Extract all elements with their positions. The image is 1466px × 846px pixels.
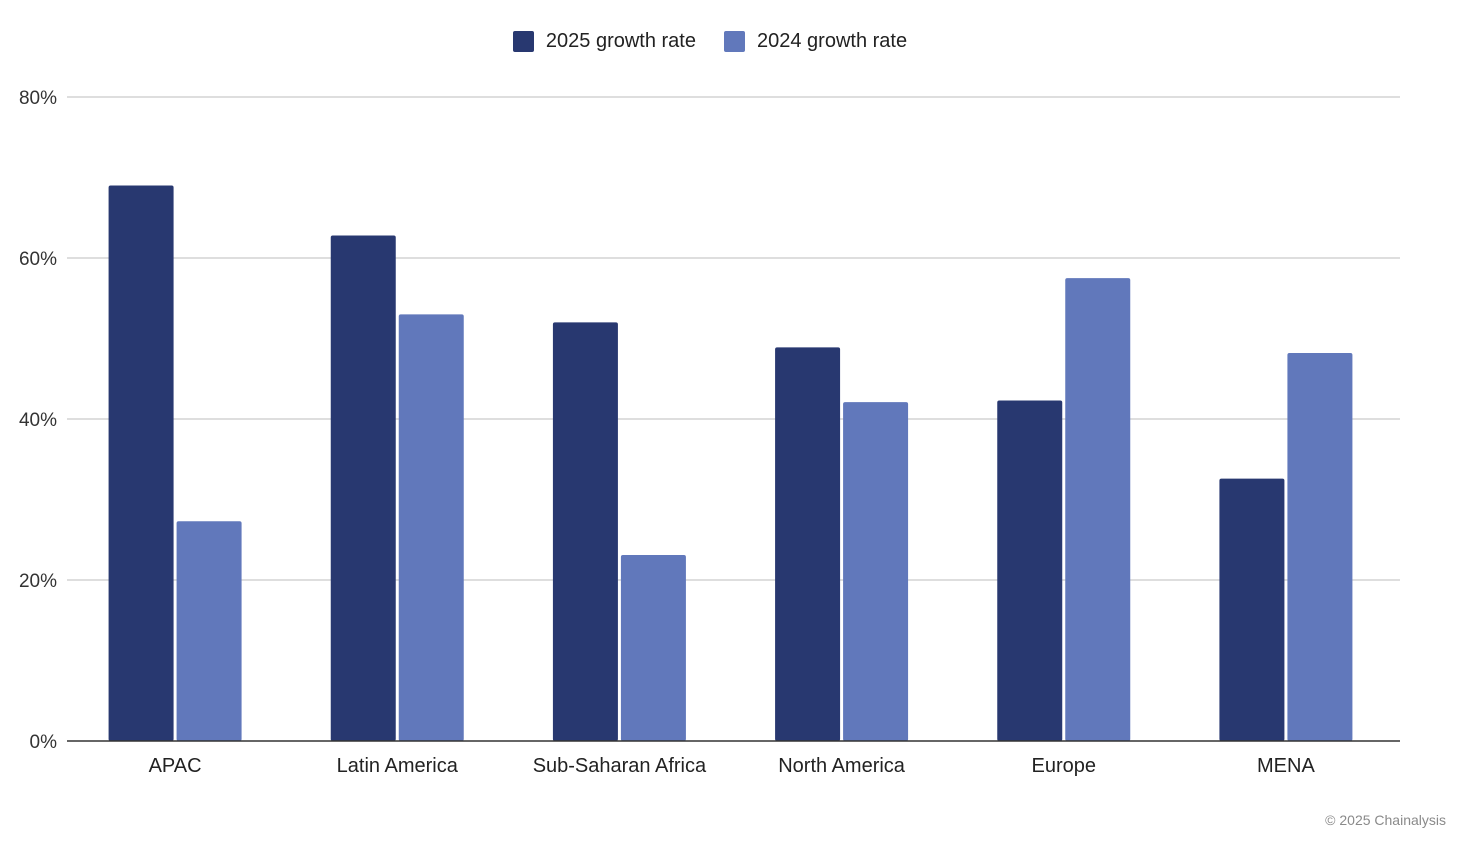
bar xyxy=(1287,352,1353,741)
x-tick-label: Sub-Saharan Africa xyxy=(533,755,707,777)
legend-label-2024: 2024 growth rate xyxy=(757,30,908,52)
legend-swatch-2025 xyxy=(512,31,534,52)
bar xyxy=(552,322,618,741)
bar xyxy=(997,400,1063,741)
y-tick-label: 20% xyxy=(19,571,57,592)
x-tick-label: Latin America xyxy=(337,755,459,777)
bar xyxy=(620,555,686,741)
legend-label-2025: 2025 growth rate xyxy=(545,30,696,52)
legend-swatch-2024 xyxy=(724,31,745,52)
x-tick-label: APAC xyxy=(149,755,202,777)
y-tick-label: 0% xyxy=(30,732,58,753)
x-tick-label: North America xyxy=(778,755,906,777)
bar xyxy=(176,521,242,741)
bar xyxy=(398,314,464,741)
bar xyxy=(843,402,909,741)
y-tick-label: 80% xyxy=(19,88,57,109)
bar xyxy=(1219,478,1285,741)
x-tick-label: MENA xyxy=(1257,755,1315,777)
legend-item-2025: 2025 growth rate xyxy=(512,30,696,53)
bar xyxy=(108,185,174,742)
copyright-credit: © 2025 Chainalysis xyxy=(1325,812,1446,828)
bar xyxy=(1065,278,1131,741)
bar xyxy=(330,235,396,741)
bar xyxy=(775,347,841,741)
y-tick-label: 60% xyxy=(19,249,57,270)
x-tick-label: Europe xyxy=(1032,755,1097,777)
chart-legend: 2025 growth rate 2024 growth rate xyxy=(0,30,1420,53)
y-tick-label: 40% xyxy=(19,410,57,431)
legend-item-2024: 2024 growth rate xyxy=(724,30,907,53)
